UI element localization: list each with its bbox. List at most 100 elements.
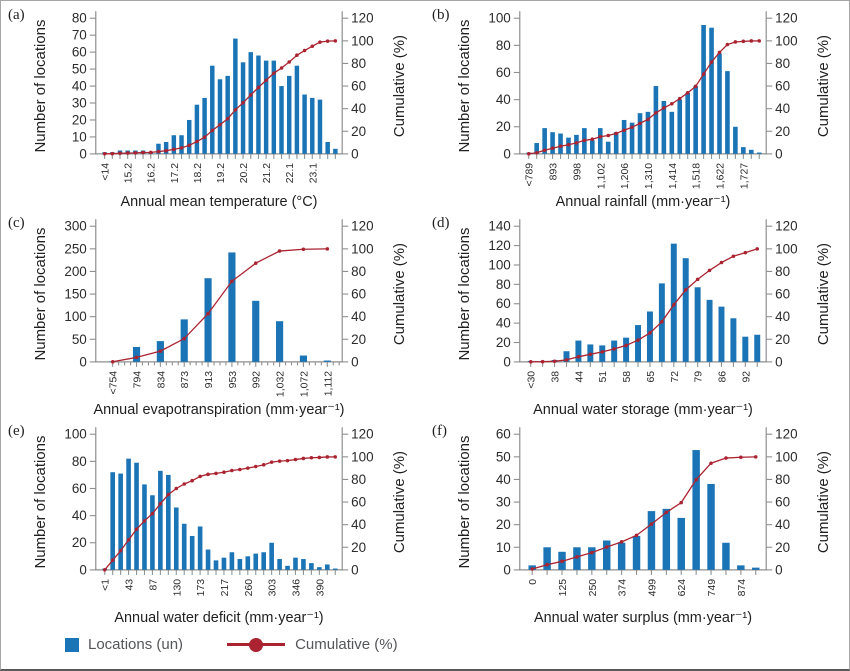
y-axis-title-right: Cumulative (%): [391, 451, 408, 553]
bar: [276, 321, 284, 362]
x-tick-label: 834: [156, 371, 167, 389]
cumulative-point: [558, 144, 563, 149]
y-axis-title-right: Cumulative (%): [815, 35, 832, 137]
x-tick-label: 1,072: [299, 371, 310, 397]
cumulative-point: [636, 338, 640, 342]
right-tick-label: 60: [775, 495, 790, 510]
cumulative-point: [709, 60, 714, 64]
bar: [317, 567, 322, 570]
x-axis-title: Annual rainfall (mm·year⁻¹): [556, 194, 731, 210]
bar: [228, 252, 236, 362]
cumulative-point: [588, 352, 593, 357]
right-tick-label: 40: [775, 309, 790, 324]
cumulative-point: [560, 559, 564, 564]
right-tick-label: 120: [351, 427, 373, 442]
bar: [189, 535, 195, 570]
y-axis-title-left: Number of locations: [456, 20, 473, 153]
bar: [213, 560, 219, 570]
left-tick-label: 40: [72, 508, 87, 523]
cumulative-point: [285, 458, 290, 463]
panel-c-letter: (c): [8, 215, 25, 231]
y-axis-title-left: Number of locations: [456, 228, 473, 361]
x-tick-label: 38: [551, 371, 562, 383]
right-tick-label: 80: [351, 56, 366, 71]
cumulative-point: [325, 247, 330, 251]
right-tick-label: 100: [351, 33, 373, 48]
bar: [707, 483, 715, 570]
cumulative-point: [542, 148, 547, 153]
cumulative-point: [550, 146, 555, 151]
bar: [623, 337, 630, 362]
cumulative-point: [222, 470, 226, 475]
cumulative-point: [694, 477, 698, 482]
bar: [237, 559, 243, 570]
cumulative-line-icon: [227, 637, 286, 652]
cumulative-point: [118, 548, 123, 553]
bar: [693, 86, 698, 154]
bar: [332, 568, 338, 570]
left-tick-label: 100: [488, 11, 510, 26]
left-tick-label: 120: [488, 238, 510, 253]
left-tick-label: 60: [496, 296, 511, 311]
cumulative-point: [182, 336, 186, 341]
x-tick-label: 44: [574, 371, 585, 383]
cumulative-point: [164, 148, 168, 153]
x-tick-label: 998: [572, 163, 583, 181]
x-tick-label: 499: [647, 579, 658, 597]
x-tick-label: 390: [315, 579, 326, 597]
cumulative-point: [564, 358, 569, 362]
bar: [730, 318, 737, 362]
bar: [309, 563, 314, 570]
panel-a-letter: (a): [8, 7, 25, 23]
cumulative-point: [141, 150, 145, 155]
cumulative-point: [707, 268, 712, 273]
x-tick-label: 1,112: [323, 371, 334, 397]
bars: [109, 252, 331, 362]
bar: [701, 24, 706, 154]
axes: [518, 219, 768, 363]
panel-e-letter: (e): [8, 423, 25, 439]
cumulative-point: [753, 455, 758, 459]
cumulative-point: [574, 141, 579, 145]
x-tick-label: 65: [646, 371, 657, 383]
x-tick-label: 1,622: [715, 163, 726, 189]
cumulative-point: [272, 71, 276, 75]
x-axis-title: Annual evapotranspiration (mm·year⁻¹): [93, 402, 344, 418]
bar: [271, 60, 277, 154]
bar: [245, 556, 251, 570]
bar: [325, 142, 330, 154]
cumulative-point: [302, 48, 307, 53]
bar: [709, 27, 714, 154]
cumulative-point: [534, 150, 539, 155]
bar: [733, 126, 738, 154]
right-tick-label: 80: [775, 472, 790, 487]
right-tick-label: 120: [351, 11, 373, 26]
x-tick-label: 86: [717, 371, 728, 383]
cumulative-point: [156, 149, 161, 154]
cumulative-point: [241, 101, 245, 105]
cumulative-point: [318, 40, 322, 44]
bar: [301, 559, 306, 570]
cumulative-point: [277, 249, 282, 253]
bar: [635, 325, 642, 362]
bar: [202, 97, 207, 154]
y-axis-title-left: Number of locations: [32, 20, 49, 153]
bar: [550, 132, 555, 154]
bar: [279, 86, 284, 154]
cumulative-point: [171, 147, 176, 152]
x-tick-label: 51: [598, 371, 609, 383]
right-tick-label: 80: [775, 56, 790, 71]
bar: [629, 122, 635, 154]
bar: [590, 140, 595, 154]
right-tick-label: 80: [351, 472, 366, 487]
cumulative-point: [743, 250, 748, 255]
x-tick-label: 43: [125, 579, 136, 591]
bar: [741, 147, 746, 154]
x-tick-label: 1,414: [668, 163, 679, 189]
cumulative-point: [325, 39, 330, 43]
bar: [240, 62, 246, 154]
x-tick-label: <14: [101, 163, 112, 181]
x-tick-label: 1,206: [620, 163, 631, 189]
right-tick-label: 100: [351, 449, 373, 464]
